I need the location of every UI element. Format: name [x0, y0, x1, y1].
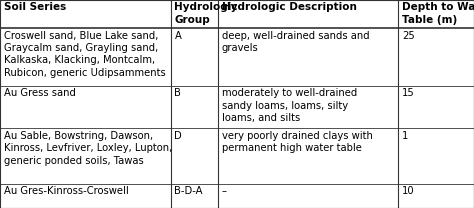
Text: Au Gres-Kinross-Croswell: Au Gres-Kinross-Croswell	[4, 186, 128, 196]
Text: Soil Series: Soil Series	[4, 2, 66, 12]
Text: 15: 15	[402, 88, 415, 98]
Text: B-D-A: B-D-A	[174, 186, 203, 196]
Text: 1: 1	[402, 131, 408, 141]
Text: A: A	[174, 31, 182, 41]
Text: Hydrologic
Group: Hydrologic Group	[174, 2, 238, 25]
Text: B: B	[174, 88, 182, 98]
Text: Au Sable, Bowstring, Dawson,
Kinross, Levfriver, Loxley, Lupton,
generic ponded : Au Sable, Bowstring, Dawson, Kinross, Le…	[4, 131, 172, 166]
Text: –: –	[222, 186, 227, 196]
Text: D: D	[174, 131, 182, 141]
Text: Au Gress sand: Au Gress sand	[4, 88, 76, 98]
Text: 10: 10	[402, 186, 415, 196]
Text: deep, well-drained sands and
gravels: deep, well-drained sands and gravels	[222, 31, 369, 53]
Text: 25: 25	[402, 31, 415, 41]
Text: Croswell sand, Blue Lake sand,
Graycalm sand, Grayling sand,
Kalkaska, Klacking,: Croswell sand, Blue Lake sand, Graycalm …	[4, 31, 165, 78]
Text: moderately to well-drained
sandy loams, loams, silty
loams, and silts: moderately to well-drained sandy loams, …	[222, 88, 357, 123]
Text: very poorly drained clays with
permanent high water table: very poorly drained clays with permanent…	[222, 131, 373, 153]
Text: Hydrologic Description: Hydrologic Description	[222, 2, 357, 12]
Text: Depth to Water
Table (m): Depth to Water Table (m)	[402, 2, 474, 25]
